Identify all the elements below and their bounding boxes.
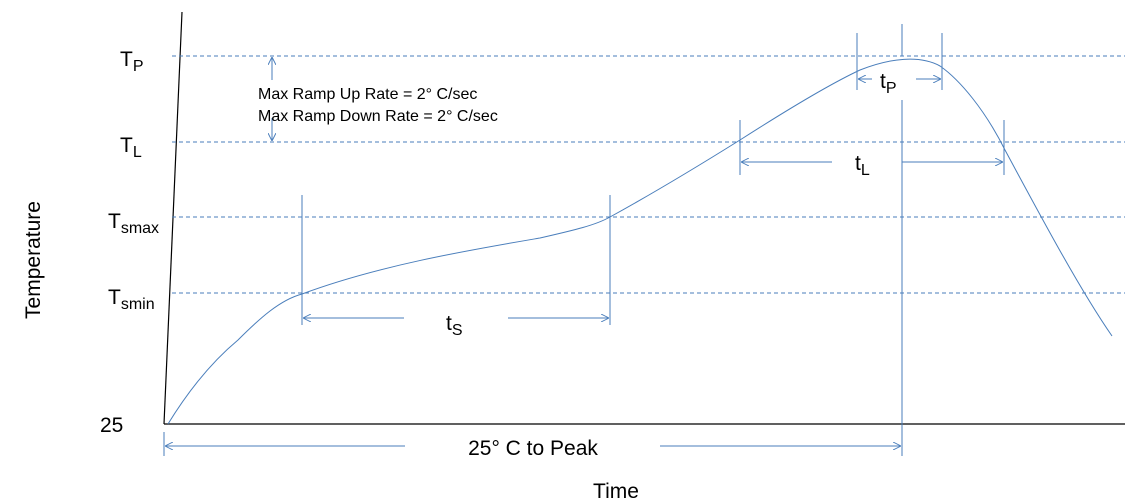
tp-level-label: TP <box>120 48 144 75</box>
ramp-up-annotation: Max Ramp Up Rate = 2° C/sec <box>258 86 477 103</box>
tsmax-level-label: Tsmax <box>108 210 159 237</box>
y-axis-title: Temperature <box>22 201 45 319</box>
y-axis <box>163 11 183 425</box>
x-axis-title: Time <box>593 480 639 503</box>
origin-label: 25 <box>100 414 123 437</box>
tp-interval-label: tP <box>880 70 897 97</box>
temperature-profile-curve <box>167 58 1113 425</box>
tsmin-level-label: Tsmin <box>108 286 155 313</box>
ts-interval-label: tS <box>446 312 463 339</box>
ramp-down-annotation: Max Ramp Down Rate = 2° C/sec <box>258 108 498 125</box>
to-peak-label: 25° C to Peak <box>468 437 598 460</box>
tl-interval-label: tL <box>855 152 870 179</box>
tl-level-label: TL <box>120 134 142 161</box>
